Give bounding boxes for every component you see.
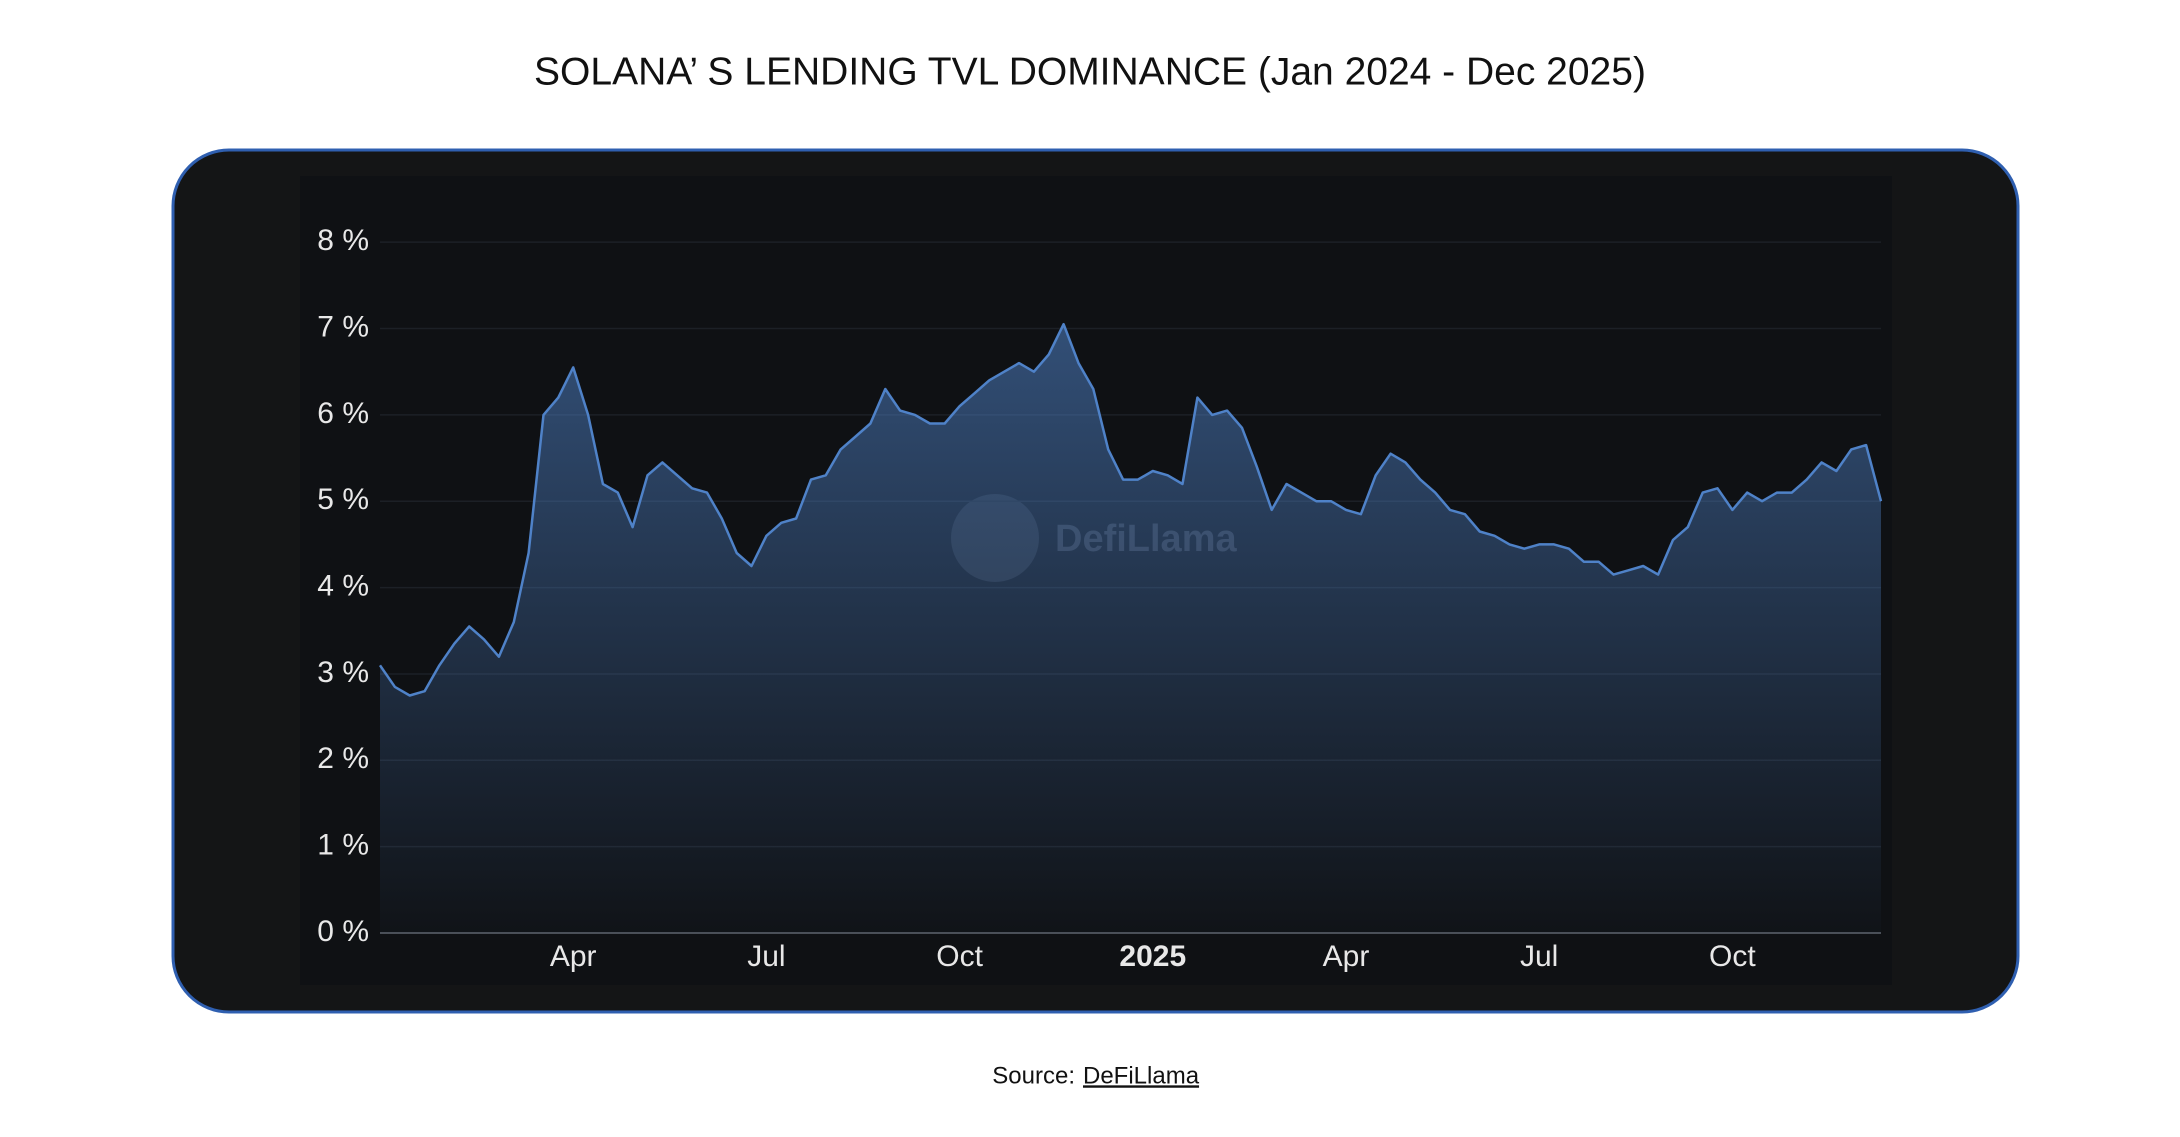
plot: DefiLlama0 %1 %2 %3 %4 %5 %6 %7 %8 %AprJ… (317, 224, 1883, 973)
y-tick-label: 8 % (317, 224, 369, 257)
x-tick-label: Jul (1520, 940, 1558, 973)
area-fill (380, 324, 1881, 933)
y-tick-label: 4 % (317, 570, 369, 603)
y-tick-label: 7 % (317, 310, 369, 343)
y-tick-label: 2 % (317, 742, 369, 775)
x-tick-label: Jul (747, 940, 785, 973)
source-label: Source: (992, 1062, 1075, 1089)
y-tick-label: 1 % (317, 829, 369, 862)
source-link[interactable]: DeFiLlama (1083, 1062, 1200, 1089)
y-tick-label: 0 % (317, 915, 369, 948)
y-tick-label: 6 % (317, 397, 369, 430)
x-tick-label: Apr (1323, 940, 1370, 973)
x-tick-label: 2025 (1119, 940, 1186, 973)
x-tick-label: Oct (1709, 940, 1756, 973)
y-tick-label: 3 % (317, 656, 369, 689)
x-tick-label: Oct (936, 940, 983, 973)
line (378, 322, 1883, 697)
x-tick-label: Apr (550, 940, 597, 973)
y-tick-label: 5 % (317, 483, 369, 516)
chart-title: SOLANA’ S LENDING TVL DOMINANCE (Jan 202… (534, 50, 1646, 93)
